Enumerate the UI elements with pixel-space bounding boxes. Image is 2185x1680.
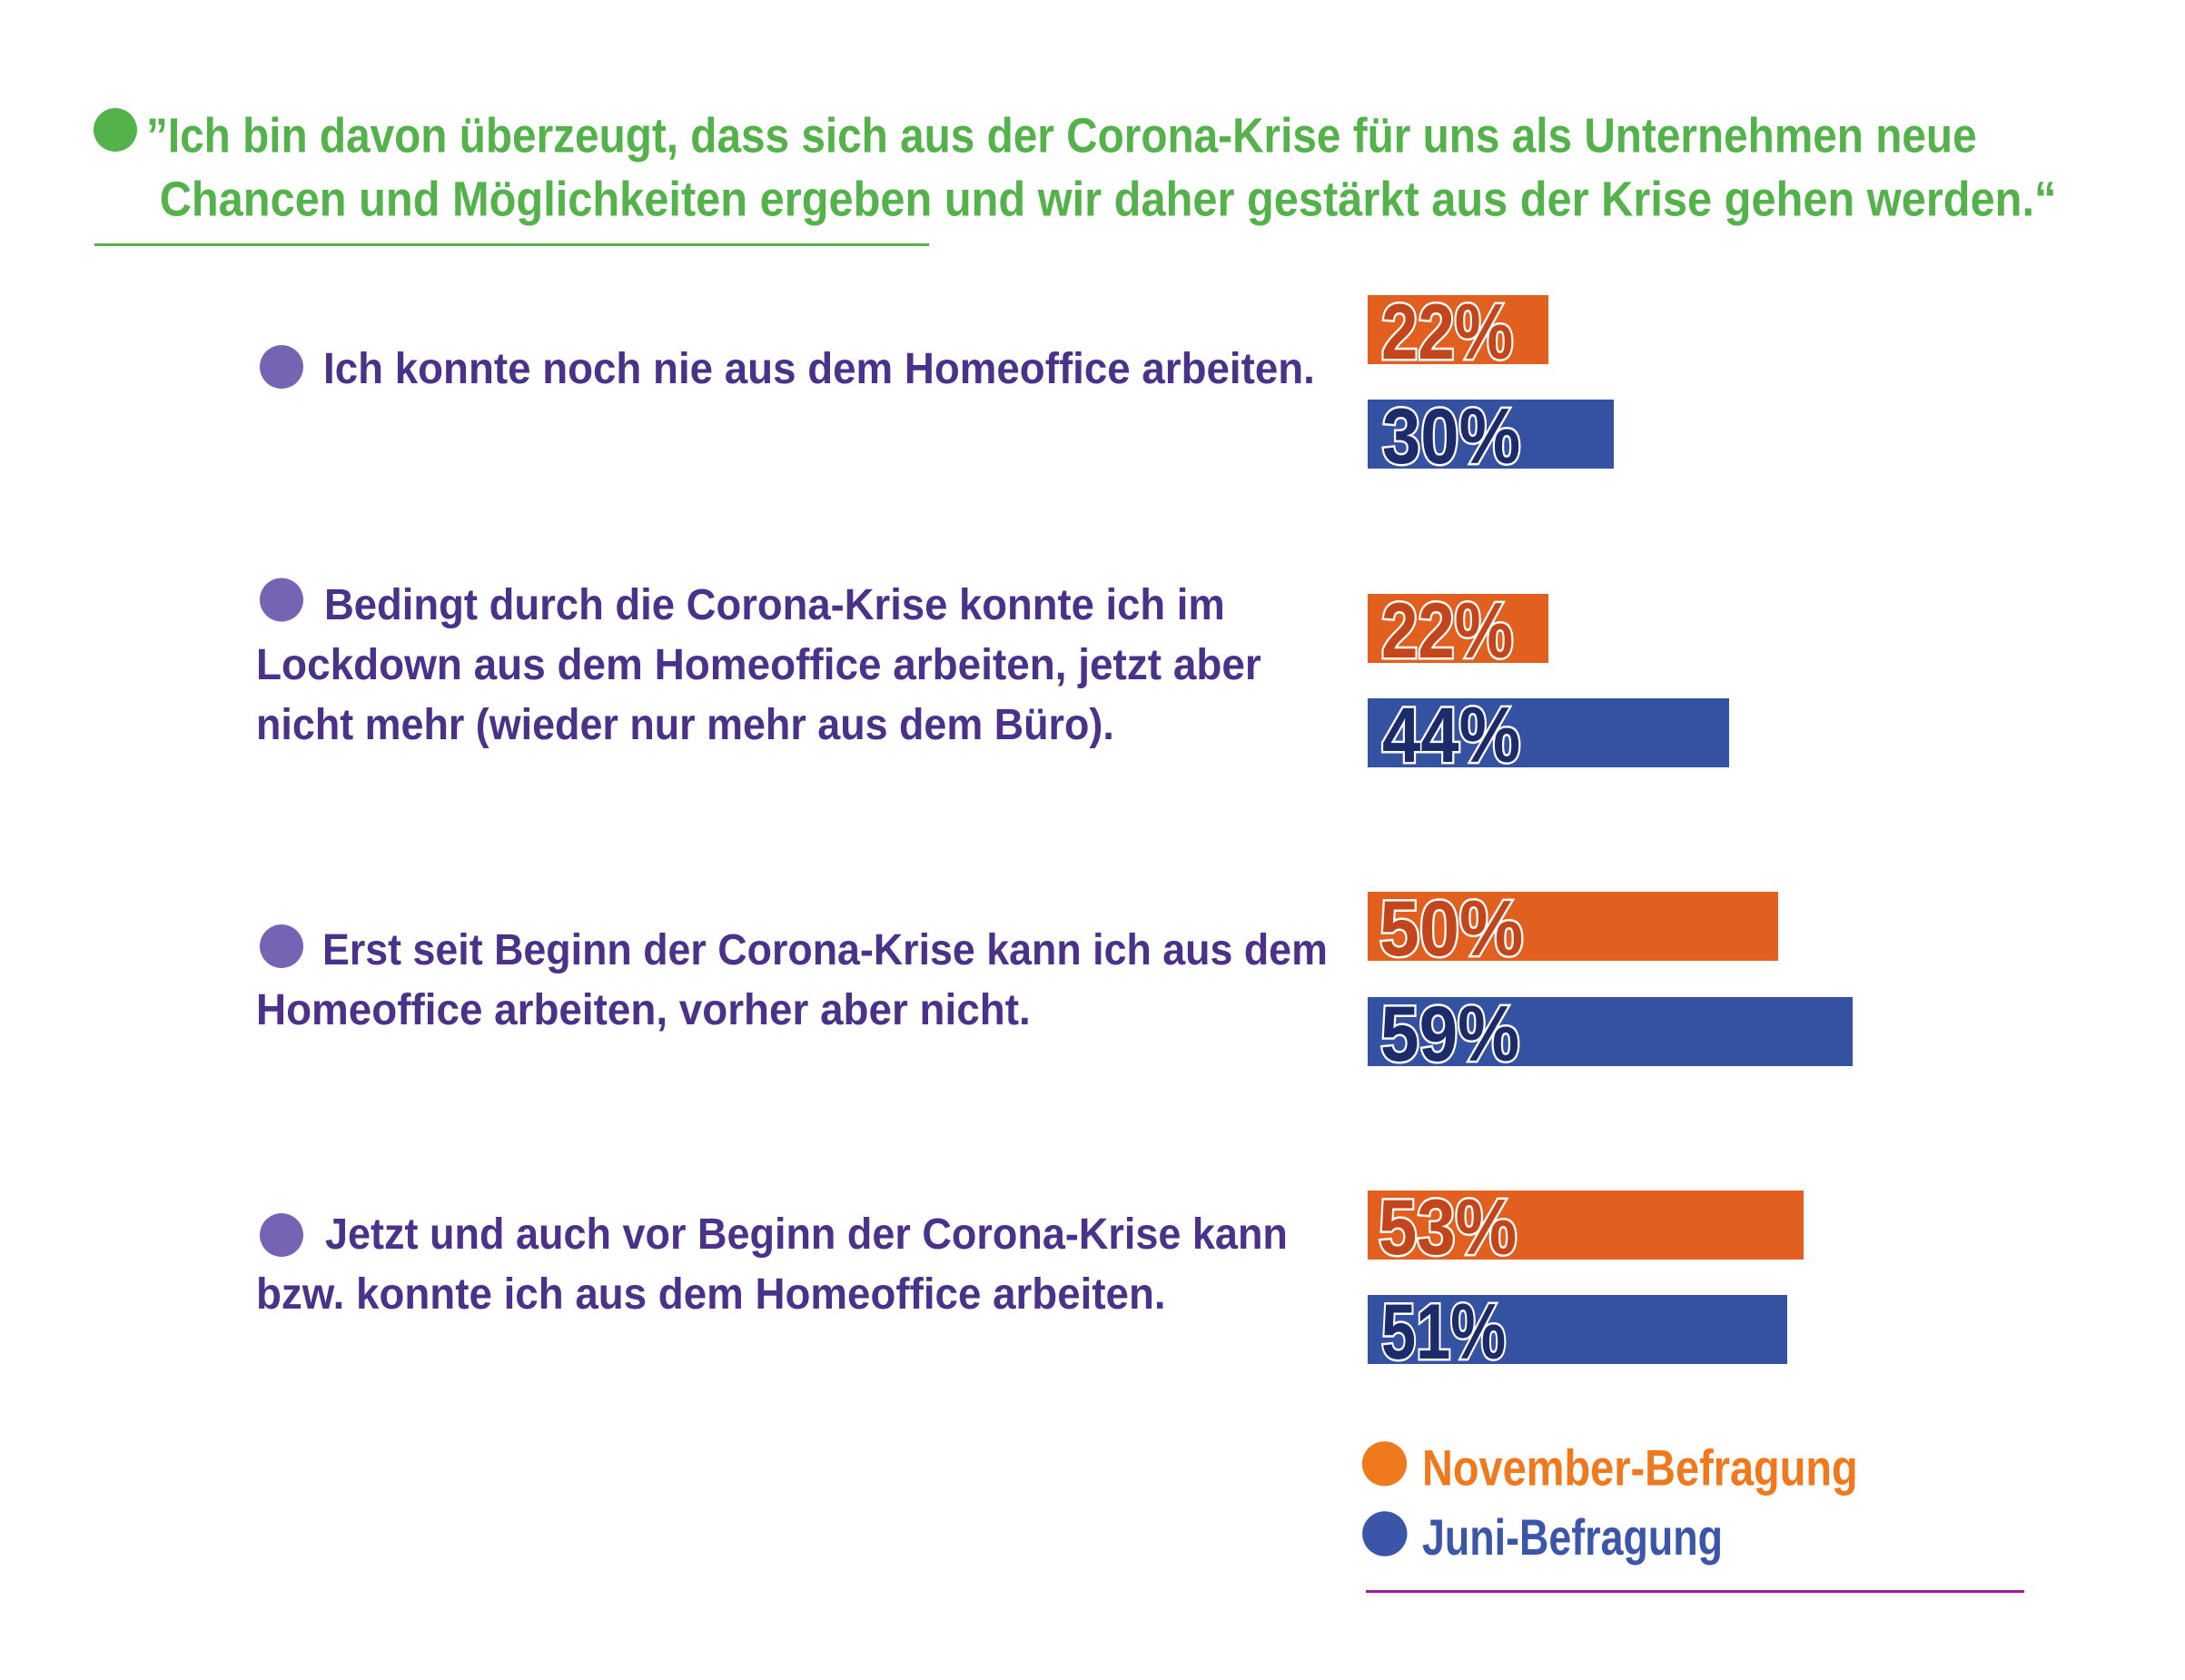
svg-text:nicht mehr (wieder nur mehr au: nicht mehr (wieder nur mehr aus dem Büro… xyxy=(256,700,1114,749)
svg-text:51%: 51% xyxy=(1381,1290,1506,1376)
svg-text:22%: 22% xyxy=(1381,288,1513,375)
svg-text:November-Befragung: November-Befragung xyxy=(1422,1439,1858,1497)
svg-text:59%: 59% xyxy=(1380,991,1519,1078)
svg-text:bzw. konnte ich aus dem Homeof: bzw. konnte ich aus dem Homeoffice arbei… xyxy=(256,1270,1166,1318)
svg-text:Homeoffice arbeiten, vorher ab: Homeoffice arbeiten, vorher aber nicht. xyxy=(256,985,1031,1033)
svg-text:51%: 51% xyxy=(1381,1290,1506,1376)
svg-text:50%: 50% xyxy=(1379,884,1523,973)
svg-text:Chancen und Möglichkeiten erge: Chancen und Möglichkeiten ergeben und wi… xyxy=(160,171,2057,226)
svg-text:”Ich bin davon überzeugt, dass: ”Ich bin davon überzeugt, dass sich aus … xyxy=(146,108,1977,163)
svg-text:44%: 44% xyxy=(1382,693,1520,779)
svg-text:30%: 30% xyxy=(1382,394,1520,480)
svg-text:22%: 22% xyxy=(1381,587,1513,674)
svg-text:Erst seit Beginn der Corona-Kr: Erst seit Beginn der Corona-Krise kann i… xyxy=(322,925,1328,974)
svg-text:22%: 22% xyxy=(1381,288,1513,375)
svg-text:44%: 44% xyxy=(1382,693,1520,779)
svg-text:50%: 50% xyxy=(1379,884,1523,973)
svg-text:59%: 59% xyxy=(1380,991,1519,1078)
svg-text:Ich konnte noch nie aus dem Ho: Ich konnte noch nie aus dem Homeoffice a… xyxy=(323,344,1315,392)
svg-text:Jetzt und auch vor Beginn der: Jetzt und auch vor Beginn der Corona-Kri… xyxy=(325,1210,1288,1259)
svg-text:30%: 30% xyxy=(1382,394,1520,480)
svg-text:53%: 53% xyxy=(1379,1185,1517,1271)
svg-text:Bedingt durch die Corona-Krise: Bedingt durch die Corona-Krise konnte ic… xyxy=(324,580,1225,628)
svg-text:53%: 53% xyxy=(1379,1185,1517,1271)
svg-text:22%: 22% xyxy=(1381,587,1513,674)
svg-text:Juni-Befragung: Juni-Befragung xyxy=(1422,1508,1723,1566)
svg-text:Lockdown aus dem Homeoffice ar: Lockdown aus dem Homeoffice arbeiten, je… xyxy=(256,639,1261,688)
